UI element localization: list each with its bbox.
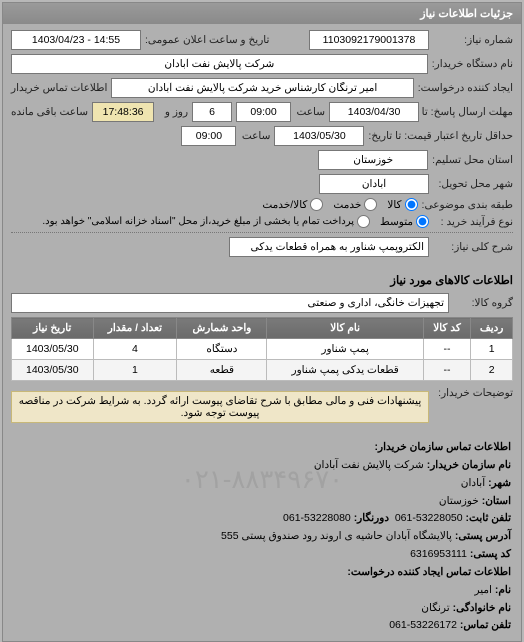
- remain-days-label: روز و: [158, 106, 188, 118]
- creator-label: ایجاد کننده درخواست:: [418, 82, 513, 94]
- pub-datetime-field: [11, 30, 141, 50]
- remain-time-field: [92, 102, 154, 122]
- subject-label: شرح کلی نیاز:: [433, 241, 513, 253]
- reply-until-label: مهلت ارسال پاسخ: تا تاریخ:: [423, 106, 513, 118]
- org-name-label: نام دستگاه خریدار:: [432, 58, 513, 70]
- valid-time-field: [181, 126, 236, 146]
- col-header: کد کالا: [423, 318, 470, 339]
- radio-khedmat[interactable]: [364, 198, 377, 211]
- reply-time-field: [236, 102, 291, 122]
- col-header: تعداد / مقدار: [93, 318, 177, 339]
- contact-heading: اطلاعات تماس سازمان خریدار:: [375, 441, 511, 453]
- province-field: [318, 150, 428, 170]
- remain-left-label: ساعت باقی مانده: [11, 106, 88, 118]
- class-label: طبقه بندی موضوعی:: [422, 199, 513, 211]
- buyer-notes-label: توضیحات خریدار:: [433, 387, 513, 399]
- col-header: نام کالا: [267, 318, 423, 339]
- valid-until-label: حداقل تاریخ اعتبار قیمت: تا تاریخ:: [368, 130, 513, 142]
- col-header: تاریخ نیاز: [12, 318, 94, 339]
- items-table: ردیفکد کالانام کالاواحد شمارشتعداد / مقد…: [11, 317, 513, 381]
- req-contact-heading: اطلاعات تماس ایجاد کننده درخواست:: [347, 566, 511, 578]
- city-label: شهر محل تحویل:: [433, 178, 513, 190]
- valid-date-field: [274, 126, 364, 146]
- city-field: [319, 174, 429, 194]
- proc-label: نوع فرآیند خرید :: [433, 216, 513, 228]
- subject-field: [229, 237, 429, 257]
- radio-treasury[interactable]: [357, 215, 370, 228]
- col-header: واحد شمارش: [177, 318, 267, 339]
- panel-title: جزئیات اطلاعات نیاز: [3, 3, 521, 24]
- proc-radio-treasury[interactable]: پرداخت تمام یا بخشی از مبلغ خرید،از محل …: [42, 215, 370, 228]
- proc-radio-medium[interactable]: متوسط: [380, 215, 429, 228]
- creator-field: [111, 78, 413, 98]
- col-header: ردیف: [471, 318, 513, 339]
- radio-kala[interactable]: [405, 198, 418, 211]
- table-row: 2--قطعات یدکی پمپ شناورقطعه11403/05/30: [12, 360, 513, 381]
- remain-days-field: [192, 102, 232, 122]
- class-radio-kala[interactable]: کالا: [387, 198, 417, 211]
- req-no-field: [309, 30, 429, 50]
- group-label: گروه کالا:: [453, 297, 513, 309]
- group-field: [11, 293, 449, 313]
- buyer-notes-box: پیشنهادات فنی و مالی مطابق با شرح تقاضای…: [11, 391, 429, 423]
- province-label: استان محل تسلیم:: [432, 154, 513, 166]
- req-no-label: شماره نیاز:: [433, 34, 513, 46]
- pub-datetime-label: تاریخ و ساعت اعلان عمومی:: [145, 34, 269, 46]
- items-heading: اطلاعات کالاهای مورد نیاز: [3, 267, 521, 291]
- buyer-contact-label: اطلاعات تماس خریدار: [11, 82, 107, 94]
- radio-both[interactable]: [310, 198, 323, 211]
- radio-medium[interactable]: [416, 215, 429, 228]
- time-label-2: ساعت: [240, 130, 270, 142]
- org-name-field: [11, 54, 428, 74]
- reply-date-field: [329, 102, 419, 122]
- table-row: 1--پمپ شناوردستگاه41403/05/30: [12, 339, 513, 360]
- class-radio-both[interactable]: کالا/خدمت: [262, 198, 323, 211]
- time-label-1: ساعت: [295, 106, 325, 118]
- class-radio-khedmat[interactable]: خدمت: [333, 198, 377, 211]
